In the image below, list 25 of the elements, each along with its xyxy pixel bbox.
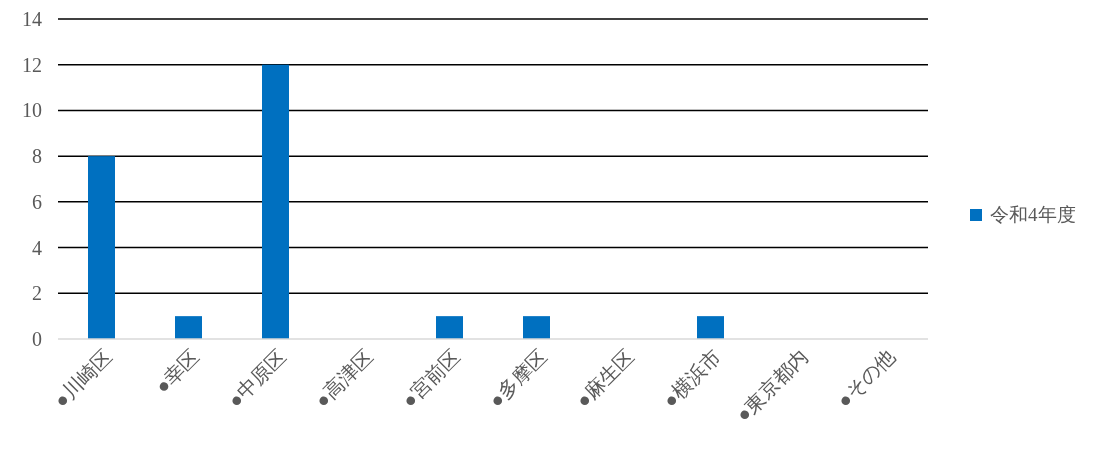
x-tick-label: ●その他 (832, 345, 900, 412)
bar (436, 316, 463, 339)
y-tick-label: 6 (32, 190, 42, 213)
y-tick-label: 8 (32, 145, 42, 168)
y-tick-label: 4 (32, 236, 42, 259)
x-tick-label: ●東京都内 (731, 345, 813, 426)
legend-label: 令和4年度 (990, 204, 1076, 225)
x-tick-label: ●麻生区 (571, 345, 639, 412)
x-tick-label: ●中原区 (223, 345, 291, 412)
y-tick-label: 12 (22, 53, 42, 76)
y-tick-label: 0 (32, 328, 42, 350)
x-tick-label: ●高津区 (310, 345, 378, 412)
bar (697, 316, 724, 339)
x-tick-label: ●川崎区 (49, 345, 117, 412)
y-tick-label: 2 (32, 282, 42, 305)
bar (88, 156, 115, 339)
x-tick-label: ●多摩区 (484, 345, 552, 412)
y-tick-label: 14 (22, 8, 42, 30)
x-tick-label: ●横浜市 (658, 345, 726, 412)
bar (523, 316, 550, 339)
x-tick-label: ●宮前区 (397, 345, 465, 412)
bar (262, 64, 289, 339)
bar (175, 316, 202, 339)
y-tick-label: 10 (22, 99, 42, 122)
x-tick-label: ●幸区 (150, 345, 204, 398)
